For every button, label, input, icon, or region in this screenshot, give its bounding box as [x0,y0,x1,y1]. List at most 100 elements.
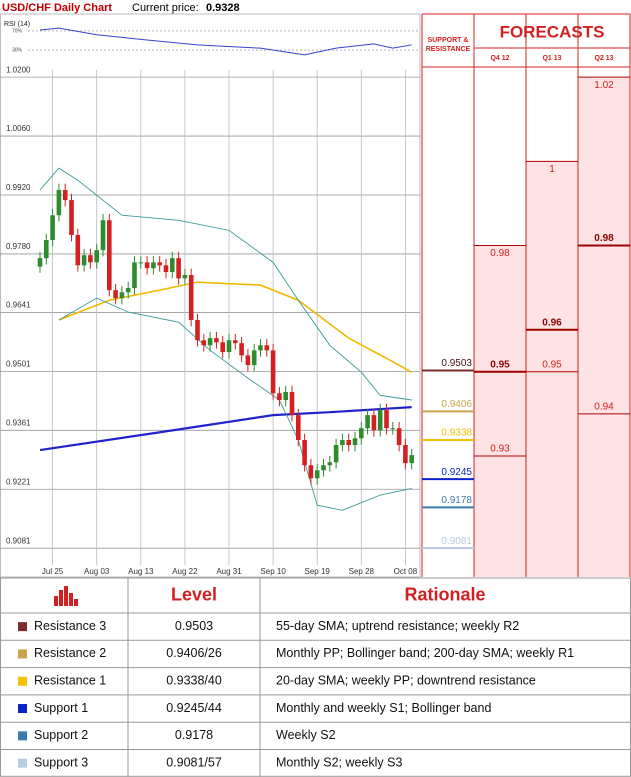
y-tick-label: 0.9361 [6,418,31,427]
candle-body [308,465,314,479]
y-tick-label: 0.9221 [6,477,31,486]
forecast-median-label: 0.96 [542,317,562,328]
candle-body [327,462,333,466]
candle-body [333,445,339,463]
y-tick-label: 0.9780 [6,242,31,251]
candle-body [50,215,55,241]
candle-body [302,439,307,466]
x-tick-label: Sep 28 [349,567,375,576]
period-label: Q4 12 [490,55,509,62]
table-icon [54,586,78,606]
table-header: Rationale [404,584,485,604]
forecast-title: FORECASTS [500,22,605,41]
candle-body [182,274,188,279]
candle-body [157,262,162,266]
candle-body [81,255,87,266]
price-label: Current price: [132,2,199,14]
candle-body [62,189,68,201]
candle-body [251,350,257,366]
x-tick-label: Aug 13 [128,567,154,576]
candle-body [151,262,156,269]
candle-body [75,235,81,266]
candle-body [371,415,377,431]
candle-body [321,465,326,471]
rsi-tick-label: 30% [12,47,23,53]
y-tick-label: 1.0060 [6,124,31,133]
y-tick-label: 0.9081 [6,536,31,545]
table-cell: 0.9245/44 [166,701,222,715]
plot-frame [0,13,421,578]
level-label: 0.9503 [441,358,472,369]
candle-body [409,455,414,464]
table-cell: Resistance 1 [34,674,106,688]
y-tick-label: 0.9641 [6,301,31,310]
y-tick-label: 0.9920 [6,183,31,192]
table-cell: Support 3 [34,755,88,769]
level-label: 0.9406 [441,399,472,410]
table-cell: 20-day SMA; weekly PP; downtrend resista… [276,674,536,688]
period-label: Q2 13 [594,55,613,62]
forecast-label: 0.94 [594,402,614,413]
forecast-range [578,77,630,577]
candle-body [365,415,370,429]
forecast-range [526,161,578,577]
candle-body [314,470,320,479]
indicator-line [58,297,412,511]
table-cell: Weekly S2 [276,728,336,742]
candle-body [37,258,43,267]
candle-body [352,438,358,446]
candle-body [390,428,396,430]
candle-body [207,338,213,346]
candle-body [359,428,364,439]
candle-body [119,292,125,299]
candle-body [188,274,194,321]
rsi-line [39,27,412,56]
forecast-range [474,245,526,578]
x-tick-label: Aug 22 [172,567,198,576]
rsi-title: RSI (14) [4,21,30,28]
level-swatch [18,622,27,632]
table-cell: Resistance 3 [34,619,106,633]
candle-body [163,265,169,273]
level-label: 0.9338 [441,428,472,439]
candle-body [176,258,181,279]
candle-body [264,345,270,351]
table-cell: Monthly and weekly S1; Bollinger band [276,701,491,715]
candle-body [403,445,408,464]
candle-body [44,240,49,259]
candle-body [239,343,244,356]
chart-title: USD/CHF Daily Chart [2,2,112,14]
table-cell: Monthly S2; weekly S3 [276,755,402,769]
rsi-tick-label: 70% [12,28,23,34]
candle-body [138,262,144,264]
x-tick-label: Oct 08 [394,567,418,576]
candle-body [258,345,263,351]
candle-body [195,320,200,341]
candle-body [107,220,112,291]
forecast-label: 0.93 [490,444,510,455]
table-cell: Monthly PP; Bollinger band; 200-day SMA;… [276,646,574,660]
level-swatch [18,758,27,768]
level-swatch [18,704,27,714]
table-cell: Support 2 [34,728,88,742]
y-tick-label: 1.0200 [6,65,31,74]
candle-body [69,200,74,235]
candle-body [277,393,282,400]
price-value: 0.9328 [206,2,240,14]
candle-body [384,410,389,429]
x-tick-label: Sep 10 [260,567,286,576]
candle-body [88,255,93,263]
candle-body [340,439,345,446]
candle-body [201,340,207,346]
candle-body [270,350,276,394]
table-header: Level [171,584,217,604]
indicator-line [39,167,412,401]
level-label: 0.9081 [441,536,472,547]
x-tick-label: Sep 19 [305,567,331,576]
indicator-line [58,281,413,373]
candle-body [226,340,232,353]
forecast-label: 1 [549,164,555,175]
forecast-label: 0.95 [542,359,562,370]
candle-body [125,288,131,293]
table-cell: 0.9338/40 [166,674,222,688]
